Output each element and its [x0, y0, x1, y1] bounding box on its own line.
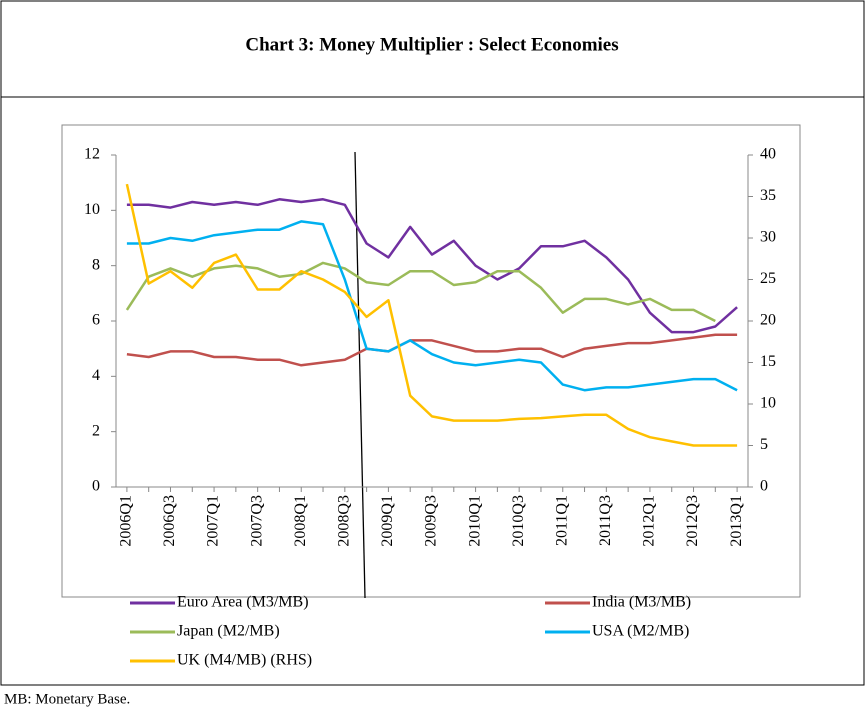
- legend-label: Euro Area (M3/MB): [177, 594, 309, 611]
- series-line: [126, 198, 738, 334]
- footnote: MB: Monetary Base.: [4, 691, 130, 707]
- y-tick-label: 8: [92, 256, 100, 273]
- series-line: [126, 220, 738, 392]
- x-tick-label: 2008Q3: [335, 495, 352, 547]
- y2-tick-label: 15: [760, 353, 776, 370]
- x-tick-label: 2011Q1: [553, 495, 570, 546]
- series-line: [126, 333, 738, 367]
- y2-tick-label: 0: [760, 478, 768, 495]
- series-line: [125, 261, 716, 323]
- legend-label: Japan (M2/MB): [177, 623, 280, 640]
- y2-tick-label: 25: [760, 270, 776, 287]
- legend-label: USA (M2/MB): [592, 623, 689, 640]
- chart-box: [0, 96, 865, 686]
- x-tick-label: 2009Q3: [423, 495, 440, 547]
- y2-tick-label: 10: [760, 395, 776, 412]
- y2-tick-label: 20: [760, 312, 776, 329]
- x-tick-label: 2009Q1: [379, 495, 396, 547]
- x-tick-label: 2006Q1: [118, 495, 135, 547]
- y2-tick-label: 5: [760, 436, 768, 453]
- x-tick-label: 2008Q1: [292, 495, 309, 547]
- x-tick-label: 2010Q3: [510, 495, 527, 547]
- x-tick-label: 2006Q3: [161, 495, 178, 547]
- x-tick-label: 2012Q3: [684, 495, 701, 547]
- x-tick-label: 2011Q3: [597, 495, 614, 546]
- y-tick-label: 10: [84, 201, 100, 218]
- plot-frame: [61, 124, 801, 598]
- x-tick-label: 2013Q1: [728, 495, 745, 547]
- y2-tick-label: 40: [760, 146, 776, 163]
- y-tick-label: 2: [92, 422, 100, 439]
- y-tick-label: 12: [84, 146, 100, 163]
- event-line: [354, 151, 366, 599]
- y-tick-label: 4: [92, 367, 100, 384]
- x-tick-label: 2010Q1: [466, 495, 483, 547]
- series-line: [125, 183, 738, 447]
- chart-title: Chart 3: Money Multiplier : Select Econo…: [245, 34, 618, 55]
- x-tick-label: 2012Q1: [641, 495, 658, 547]
- y-tick-label: 0: [92, 478, 100, 495]
- y2-tick-label: 35: [760, 187, 776, 204]
- y2-tick-label: 30: [760, 229, 776, 246]
- legend-label: UK (M4/MB) (RHS): [177, 652, 312, 669]
- legend-label: India (M3/MB): [592, 594, 691, 611]
- x-tick-label: 2007Q1: [205, 495, 222, 547]
- y-tick-label: 6: [92, 312, 100, 329]
- x-tick-label: 2007Q3: [248, 495, 265, 547]
